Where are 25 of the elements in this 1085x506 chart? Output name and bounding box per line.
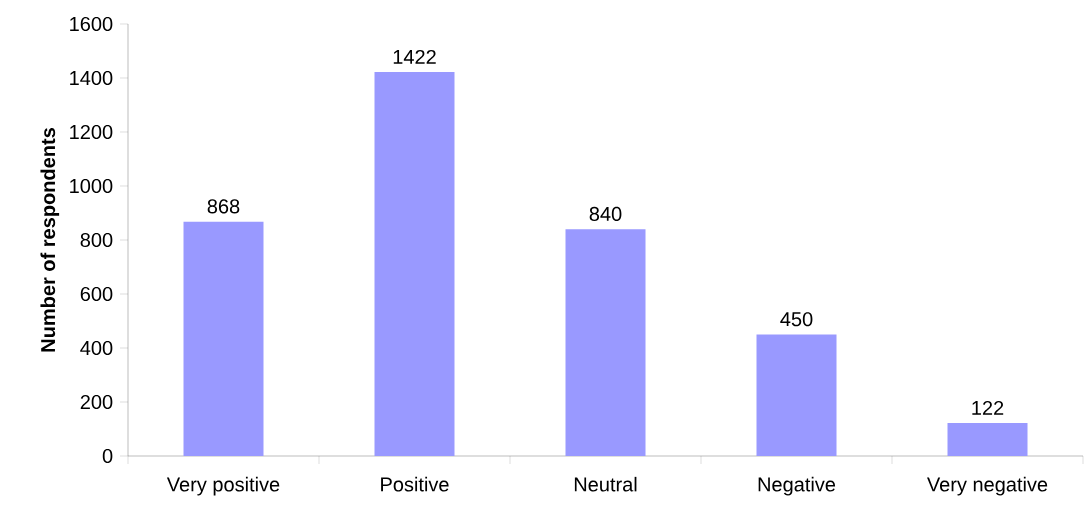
- y-axis-title: Number of respondents: [40, 128, 60, 352]
- y-tick-label: 400: [80, 340, 113, 356]
- x-tick-label: Very negative: [927, 476, 1048, 496]
- y-tick-label: 1000: [70, 178, 113, 194]
- data-label: 122: [972, 400, 1004, 415]
- bar: [947, 423, 1028, 456]
- data-label: 1422: [393, 49, 436, 64]
- bar: [565, 229, 646, 456]
- bar: [374, 72, 455, 456]
- bar: [183, 221, 264, 456]
- y-tick-label: 600: [80, 286, 113, 302]
- y-tick-label: 200: [80, 394, 113, 410]
- x-tick-label: Positive: [381, 476, 449, 492]
- x-tick-label: Neutral: [574, 476, 637, 492]
- data-label: 868: [207, 199, 240, 214]
- x-tick-label: Negative: [758, 476, 836, 496]
- y-tick-label: 1400: [70, 70, 113, 86]
- bar: [756, 334, 837, 456]
- y-tick-label: 800: [80, 232, 113, 248]
- y-tick-label: 1200: [70, 124, 113, 140]
- data-label: 450: [780, 312, 813, 327]
- x-tick-label: Very positive: [166, 476, 280, 496]
- y-tick-label: 0: [102, 448, 113, 464]
- y-tick-label: 1600: [70, 16, 113, 32]
- data-label: 840: [589, 206, 622, 222]
